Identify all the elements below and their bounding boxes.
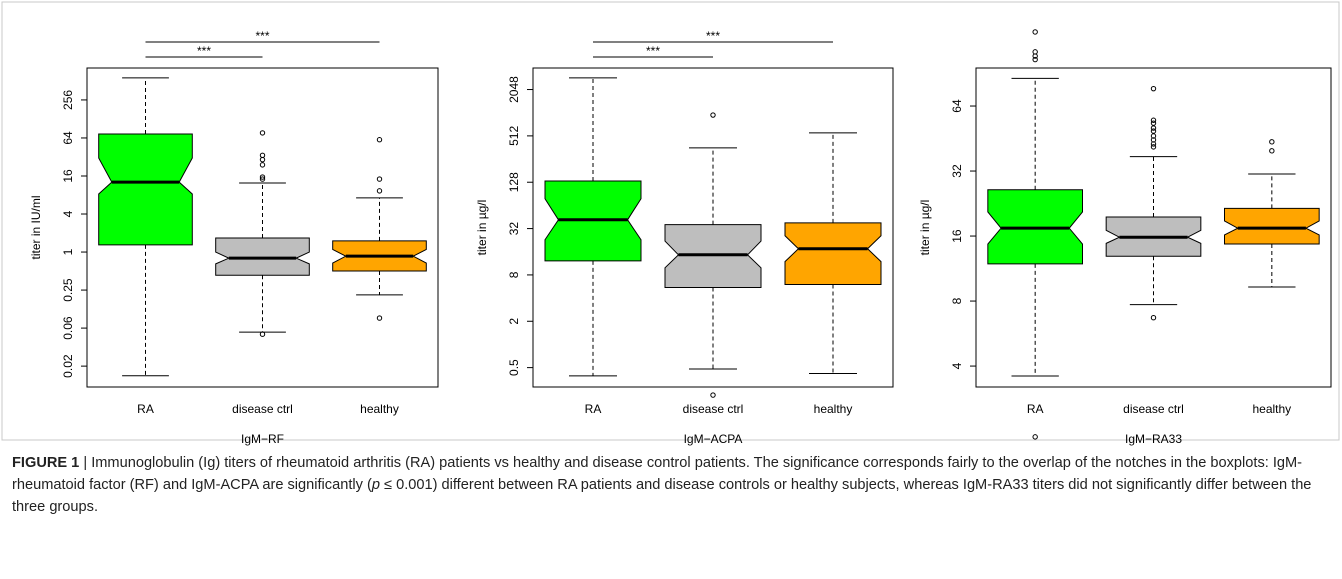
x-tick-label: disease ctrl bbox=[232, 402, 293, 416]
outlier bbox=[259, 156, 266, 163]
outlier bbox=[1269, 148, 1275, 154]
y-tick-label: 4 bbox=[61, 210, 75, 217]
outlier bbox=[1150, 314, 1157, 321]
x-axis-label: IgM−ACPA bbox=[684, 432, 743, 446]
x-tick-label: healthy bbox=[1252, 402, 1291, 416]
caption-text: | Immunoglobulin (Ig) titers of rheumato… bbox=[12, 455, 1303, 493]
outlier bbox=[376, 176, 383, 182]
x-tick-label: RA bbox=[585, 402, 602, 416]
box bbox=[784, 222, 882, 286]
box bbox=[215, 237, 310, 276]
caption-label: FIGURE 1 bbox=[12, 455, 80, 471]
figure: 0.02 0.06 0.25 1 4 16 64 256 titer in IU/ml IgM−R… bbox=[1, 1, 1340, 446]
y-tick-label: 32 bbox=[507, 222, 521, 236]
outlier bbox=[259, 162, 266, 168]
plot-frame bbox=[975, 67, 1332, 388]
y-axis-label: titer in IU/ml bbox=[29, 195, 43, 259]
plot-frame bbox=[532, 67, 894, 388]
outlier bbox=[1150, 144, 1157, 150]
y-tick-label: 64 bbox=[950, 99, 964, 113]
caption-italic: p bbox=[371, 477, 380, 493]
outlier bbox=[1032, 56, 1038, 63]
outlier bbox=[259, 130, 266, 136]
y-tick-label: 512 bbox=[507, 126, 521, 146]
outlier bbox=[259, 331, 266, 337]
y-tick-label: 4 bbox=[950, 362, 964, 369]
outlier bbox=[376, 137, 383, 143]
x-tick-label: healthy bbox=[814, 402, 853, 416]
y-tick-label: 0.02 bbox=[61, 354, 75, 378]
y-axis-label: titer in µg/l bbox=[918, 200, 932, 256]
figure-border bbox=[1, 1, 1340, 441]
significance-label: *** bbox=[197, 44, 211, 58]
y-tick-label: 2048 bbox=[507, 76, 521, 103]
y-tick-label: 0.06 bbox=[61, 316, 75, 340]
x-tick-label: disease ctrl bbox=[1123, 402, 1184, 416]
y-tick-label: 32 bbox=[950, 164, 964, 178]
y-tick-label: 64 bbox=[61, 131, 75, 145]
outlier bbox=[1150, 117, 1157, 123]
outlier bbox=[259, 176, 266, 182]
plot-frame bbox=[86, 67, 439, 388]
y-tick-label: 16 bbox=[950, 229, 964, 243]
y-tick-label: 8 bbox=[950, 297, 964, 304]
x-tick-label: RA bbox=[137, 402, 154, 416]
outlier bbox=[259, 152, 266, 159]
outlier bbox=[1150, 125, 1157, 131]
y-tick-label: 128 bbox=[507, 172, 521, 192]
significance-label: *** bbox=[706, 29, 720, 43]
outlier bbox=[1150, 120, 1157, 126]
y-tick-label: 2 bbox=[507, 318, 521, 325]
x-tick-label: disease ctrl bbox=[683, 402, 744, 416]
outlier bbox=[1150, 128, 1157, 134]
significance-label: *** bbox=[646, 44, 660, 58]
x-tick-label: RA bbox=[1027, 402, 1044, 416]
outlier bbox=[1150, 141, 1157, 147]
y-tick-label: 0.5 bbox=[507, 359, 521, 376]
y-tick-label: 1 bbox=[61, 248, 75, 255]
x-axis-label: IgM−RA33 bbox=[1125, 432, 1182, 446]
outlier bbox=[376, 188, 383, 194]
y-axis-label: titer in µg/l bbox=[475, 200, 489, 256]
box bbox=[98, 133, 193, 246]
significance-label: *** bbox=[255, 29, 269, 43]
outlier bbox=[710, 112, 716, 118]
outlier bbox=[1032, 434, 1038, 440]
y-tick-label: 256 bbox=[61, 90, 75, 110]
outlier bbox=[1032, 53, 1038, 59]
x-tick-label: healthy bbox=[360, 402, 399, 416]
outlier bbox=[376, 315, 383, 321]
outlier bbox=[710, 392, 716, 398]
box bbox=[1224, 207, 1320, 245]
outlier bbox=[259, 174, 266, 180]
caption: FIGURE 1 | Immunoglobulin (Ig) titers of… bbox=[12, 452, 1330, 518]
outlier bbox=[1032, 29, 1038, 35]
y-tick-label: 8 bbox=[507, 271, 521, 278]
caption-text: ≤ 0.001) different between RA patients a… bbox=[12, 477, 1312, 515]
outlier bbox=[1269, 139, 1275, 145]
outlier bbox=[1150, 85, 1157, 92]
y-tick-label: 16 bbox=[61, 169, 75, 183]
x-axis-label: IgM−RF bbox=[241, 432, 284, 446]
y-tick-label: 0.25 bbox=[61, 278, 75, 302]
